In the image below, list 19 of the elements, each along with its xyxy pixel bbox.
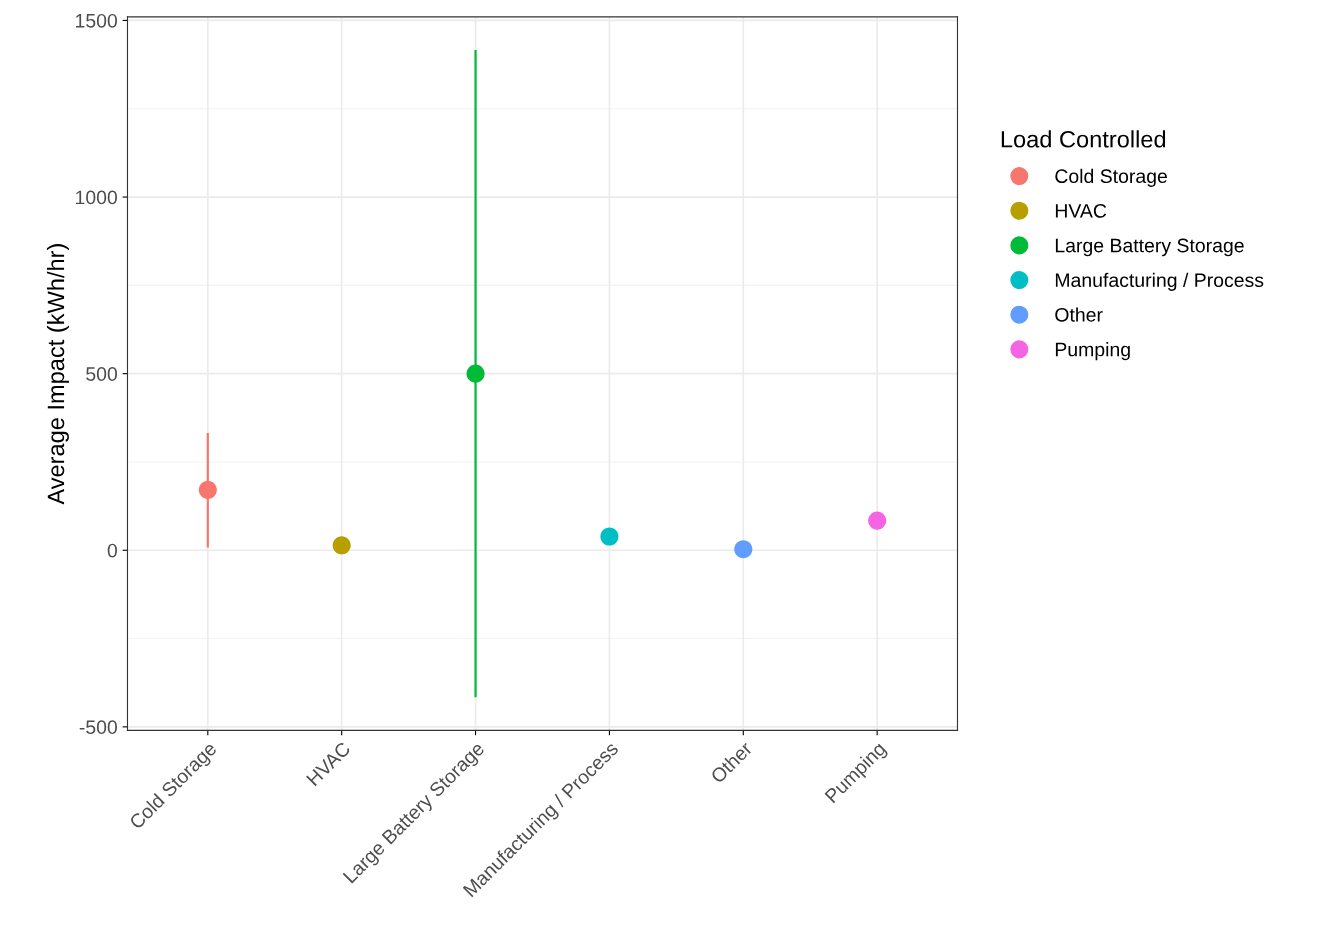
y-tick-label: 1500 <box>76 13 118 28</box>
y-tick-label: 0 <box>107 543 118 558</box>
point <box>734 540 753 559</box>
legend-title: Load Controlled <box>1001 130 1166 148</box>
y-axis-title: Average Impact (kWh/hr) <box>46 244 69 505</box>
legend-label: Pumping <box>1055 342 1130 361</box>
legend-label: Cold Storage <box>1055 168 1167 187</box>
legend-label: Large Battery Storage <box>1055 238 1244 257</box>
legend-label: Manufacturing / Process <box>1055 272 1264 291</box>
point <box>868 511 887 530</box>
point <box>600 527 619 546</box>
point <box>198 480 217 499</box>
point <box>466 364 485 383</box>
legend-label: HVAC <box>1055 203 1107 218</box>
point <box>332 536 351 555</box>
y-tick-label: 500 <box>86 367 118 381</box>
legend-label: Other <box>1055 307 1103 322</box>
y-tick-label: -500 <box>79 720 118 735</box>
y-tick-label: 1000 <box>76 190 118 205</box>
